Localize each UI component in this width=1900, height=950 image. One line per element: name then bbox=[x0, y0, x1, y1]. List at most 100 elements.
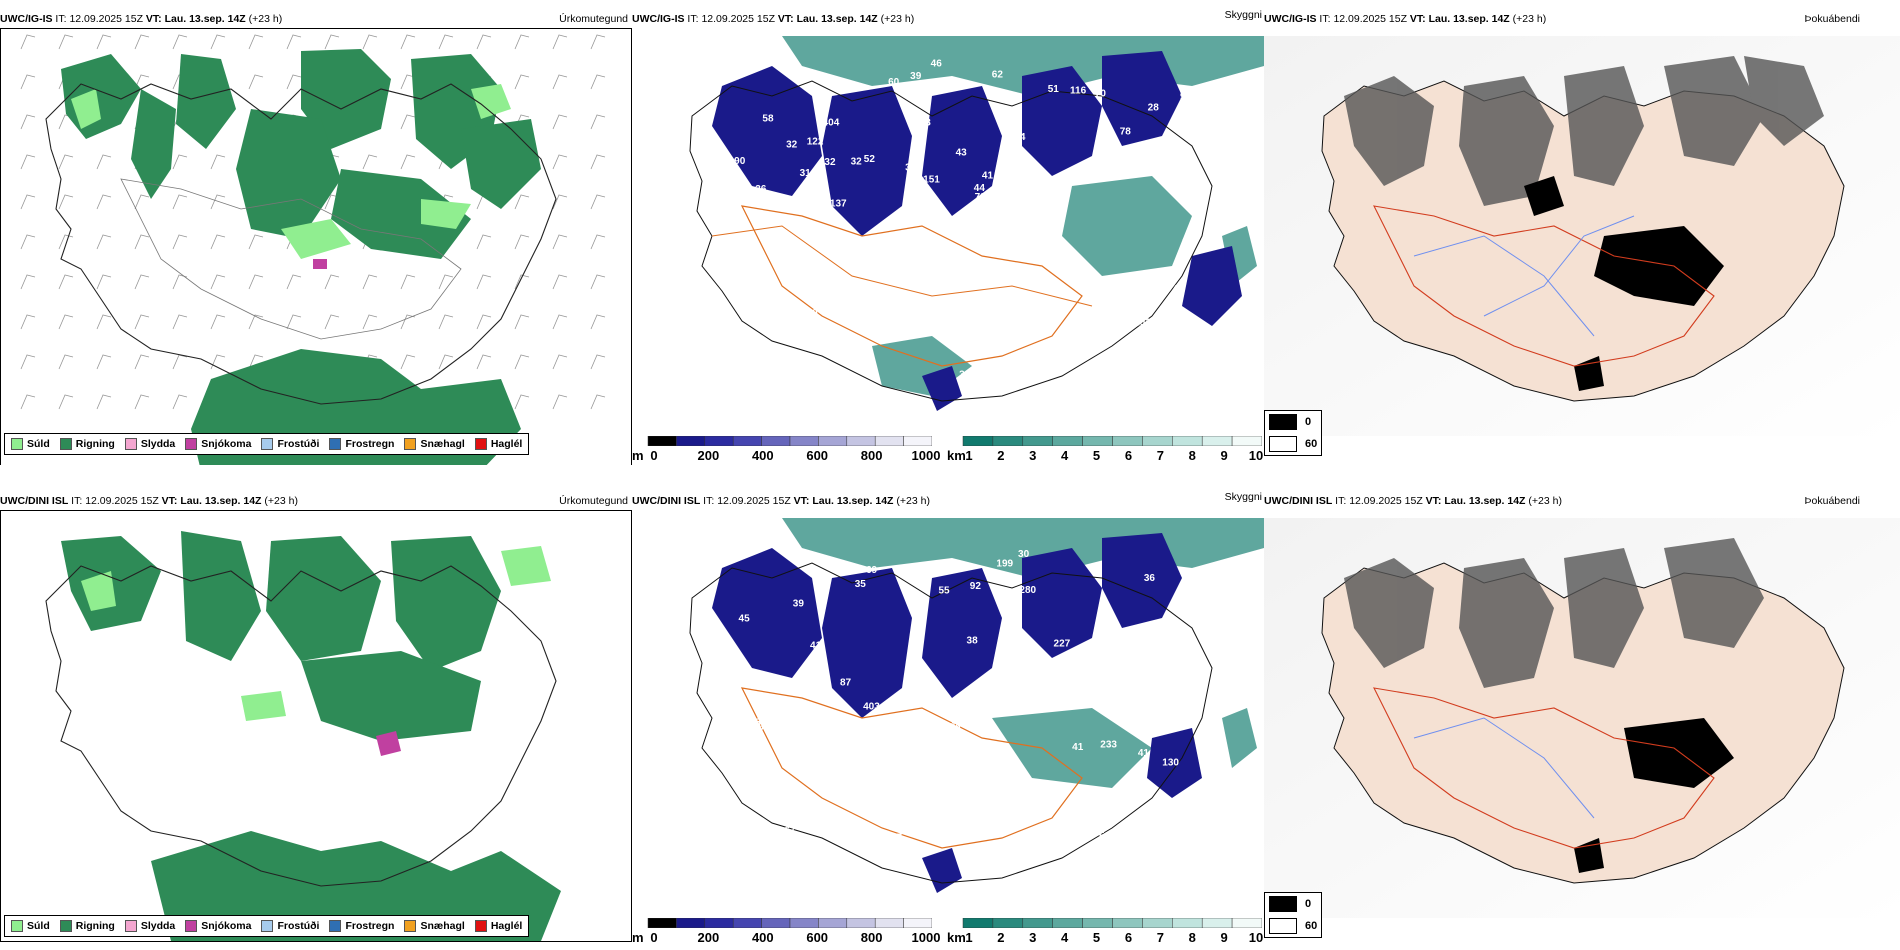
cloud-base-label: 37 bbox=[1055, 251, 1067, 262]
colorbar-segment bbox=[1142, 436, 1173, 446]
cloud-base-label: 58 bbox=[762, 114, 774, 125]
wind-barb bbox=[400, 274, 416, 290]
cloud-base-label: 38 bbox=[747, 793, 759, 804]
cloud-base-label: 60 bbox=[888, 77, 900, 88]
cloud-base-label: 49 bbox=[1172, 284, 1184, 295]
cloud-base-label: 101 bbox=[1134, 317, 1151, 328]
cloud-base-label: 66 bbox=[908, 116, 920, 127]
panel-header: UWC/DINI ISL IT: 12.09.2025 15Z VT: Lau.… bbox=[1264, 495, 1562, 507]
wind-barb bbox=[590, 234, 606, 250]
cloud-base-label: 39 bbox=[793, 598, 805, 609]
colorbar-tick-label: 2 bbox=[997, 448, 1005, 463]
colorbar-meters: m 0 200 400 600 800 1000 bbox=[632, 436, 940, 465]
cloud-base-label: 32 bbox=[1050, 247, 1062, 258]
wind-barb bbox=[134, 314, 150, 330]
cloud-base-label: 36 bbox=[755, 184, 767, 195]
cloud-base-label: 151 bbox=[923, 175, 940, 186]
colorbar-tick-label: 9 bbox=[1220, 930, 1228, 945]
wind-barb bbox=[362, 314, 378, 330]
panel-title: Úrkomutegund bbox=[559, 495, 628, 507]
cloud-base-label: 33 bbox=[904, 201, 916, 212]
cloud-base-label: 44 bbox=[950, 720, 962, 731]
cloud-base-label: 58 bbox=[737, 64, 749, 75]
wind-barb bbox=[514, 314, 530, 330]
precip-type-panel-top: UWC/IG-IS IT: 12.09.2025 15Z VT: Lau. 13… bbox=[0, 10, 632, 465]
colorbar-tick-label: 800 bbox=[860, 930, 883, 945]
precip-map bbox=[0, 510, 632, 942]
wind-barb bbox=[590, 154, 606, 170]
cloud-base-label: 227 bbox=[1054, 638, 1071, 649]
wind-barb bbox=[286, 74, 302, 90]
wind-barb bbox=[134, 34, 150, 50]
precip-type-panel-bottom: UWC/DINI ISL IT: 12.09.2025 15Z VT: Lau.… bbox=[0, 492, 632, 947]
colorbar-tick-label: 6 bbox=[1124, 930, 1133, 945]
panel-header: UWC/IG-IS IT: 12.09.2025 15Z VT: Lau. 13… bbox=[632, 13, 915, 25]
cloud-base-label: 32 bbox=[786, 139, 798, 150]
colorbar-segment bbox=[962, 436, 994, 446]
wind-barb bbox=[552, 394, 568, 410]
cloud-base-label: 30 bbox=[1018, 549, 1030, 560]
colorbar-segment bbox=[1082, 436, 1113, 446]
cloud-base-label: 52 bbox=[811, 325, 823, 336]
wind-barb bbox=[172, 194, 188, 210]
cloud-base-label: 55 bbox=[1031, 265, 1043, 276]
fog-map-svg bbox=[1264, 36, 1900, 436]
colorbar-segment bbox=[846, 918, 876, 928]
legend-item: Frostúði bbox=[261, 920, 319, 932]
cloud-base-label: 101 bbox=[736, 338, 753, 349]
wind-barb bbox=[58, 234, 74, 250]
wind-barb bbox=[476, 34, 492, 50]
wind-barb bbox=[210, 354, 226, 370]
precip-map-svg bbox=[1, 29, 631, 465]
cloud-base-label: 40 bbox=[1021, 278, 1033, 289]
wind-barb bbox=[514, 274, 530, 290]
wind-barb bbox=[590, 74, 606, 90]
cloud-base-label: 36 bbox=[857, 340, 869, 351]
fog-legend: 0 60 bbox=[1264, 410, 1323, 456]
cloud-base-label: 43 bbox=[824, 348, 836, 359]
cloud-base-label: 85 bbox=[737, 369, 749, 380]
wind-barb bbox=[134, 234, 150, 250]
wind-barb bbox=[210, 194, 226, 210]
cloud-base-label: 38 bbox=[1072, 801, 1084, 812]
wind-barb bbox=[438, 314, 454, 330]
cloud-base-label: 60 bbox=[758, 722, 770, 733]
wind-barb bbox=[476, 314, 492, 330]
cloud-base-label: 44 bbox=[974, 183, 986, 194]
cloud-base-label: 116 bbox=[1070, 86, 1087, 97]
wind-barb bbox=[590, 354, 606, 370]
wind-barb bbox=[172, 314, 188, 330]
wind-barb bbox=[172, 154, 188, 170]
colorbar-segment bbox=[704, 436, 734, 446]
wind-barb bbox=[286, 274, 302, 290]
wind-barb bbox=[96, 354, 112, 370]
cloud-base-label: 43 bbox=[1166, 665, 1178, 676]
wind-barb bbox=[20, 154, 36, 170]
cloud-base-label: 199 bbox=[996, 558, 1013, 569]
colorbar-segment bbox=[874, 918, 904, 928]
colorbar-segment bbox=[992, 436, 1024, 446]
colorbar-segment bbox=[1022, 436, 1053, 446]
wind-barb bbox=[134, 354, 150, 370]
wind-barb bbox=[96, 34, 112, 50]
legend-item: Slydda bbox=[124, 920, 175, 932]
cloud-base-label: 233 bbox=[1100, 739, 1117, 750]
cloud-base-label: 52 bbox=[1102, 352, 1114, 363]
wind-barb bbox=[476, 274, 492, 290]
legend-item: Haglél bbox=[474, 920, 522, 932]
wind-barb bbox=[248, 314, 264, 330]
wind-barb bbox=[590, 114, 606, 130]
wind-barb bbox=[324, 314, 340, 330]
cloud-base-label: 57 bbox=[1117, 789, 1129, 800]
cloud-base-label: 404 bbox=[823, 118, 840, 129]
wind-barb bbox=[590, 314, 606, 330]
panel-title: Skyggni bbox=[1224, 10, 1262, 21]
cloud-base-label: 35 bbox=[897, 846, 909, 857]
colorbar-tick-label: 5 bbox=[1092, 930, 1101, 945]
wind-barb bbox=[20, 314, 36, 330]
colorbar-tick-label: 5 bbox=[1092, 448, 1101, 463]
colorbar-tick-label: 1 bbox=[965, 448, 973, 463]
cloud-base-label: 62 bbox=[992, 70, 1004, 81]
colorbar-tick-label: 800 bbox=[860, 448, 883, 463]
colorbar-km-ticks: 1 2 3 4 5 6 7 8 9 10 bbox=[947, 448, 1263, 464]
